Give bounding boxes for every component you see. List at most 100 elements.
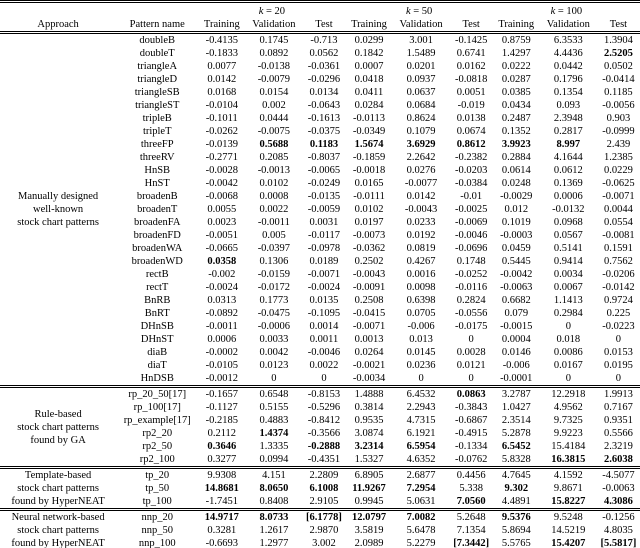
value-cell: -0.2382 (454, 152, 488, 163)
pattern-name-cell: broadenWA (132, 243, 183, 254)
value-cell: 0.018 (556, 334, 581, 345)
value-cell: 0.5566 (603, 428, 633, 439)
col-group-header-k3: k = 100 (550, 6, 583, 17)
col-header-approach: Approach (37, 19, 79, 30)
value-cell: 5.8328 (501, 454, 531, 465)
value-cell: -0.3843 (454, 402, 488, 413)
value-cell: 0.0086 (553, 347, 583, 358)
value-cell: 0.6398 (406, 295, 436, 306)
value-cell: 0.0007 (354, 61, 384, 72)
pattern-name-cell: nnp_100 (138, 538, 176, 548)
value-cell: -0.0079 (257, 74, 291, 85)
value-cell: [6.1778] (306, 512, 342, 523)
value-cell: 3.9923 (501, 139, 531, 150)
pattern-name-cell: doubleB (139, 35, 176, 46)
value-cell: 2.3514 (501, 415, 531, 426)
value-cell: 0.012 (504, 204, 529, 215)
value-cell: 0.0142 (406, 191, 436, 202)
col-group-header-k1: k = 20 (258, 6, 286, 17)
value-cell: 0.1745 (259, 35, 289, 46)
value-cell: -0.0362 (352, 243, 386, 254)
value-cell: 9.302 (504, 483, 529, 494)
value-cell: -0.0384 (454, 178, 488, 189)
value-cell: 0.0385 (501, 87, 531, 98)
approach-cell: Template-based stock chart patterns found … (11, 470, 105, 507)
k-variable: k (550, 6, 556, 17)
value-cell: -0.0142 (602, 282, 635, 293)
value-cell: 2.5205 (603, 48, 633, 59)
value-cell: 2.2943 (406, 402, 436, 413)
value-cell: 0.9945 (354, 496, 384, 507)
value-cell: -0.0065 (307, 165, 341, 176)
value-cell: 0.1796 (553, 74, 583, 85)
value-cell: 6.4532 (406, 389, 436, 400)
pattern-name-cell: HnDSB (140, 373, 174, 384)
value-cell: 0.0004 (501, 334, 531, 345)
value-cell: -0.01 (460, 191, 483, 202)
value-cell: -0.1425 (454, 35, 488, 46)
col-header-pattern-name: Pattern name (129, 19, 185, 30)
value-cell: 0.0138 (456, 113, 486, 124)
value-cell: 0.0863 (456, 389, 486, 400)
value-cell: 0.0013 (354, 334, 384, 345)
value-cell: -0.0024 (307, 282, 341, 293)
value-cell: 1.2617 (259, 525, 289, 536)
value-cell: 6.8905 (354, 470, 384, 481)
pattern-name-cell: rp2_100 (139, 454, 175, 465)
value-cell: 0.0459 (501, 243, 531, 254)
value-cell: 0.0055 (207, 204, 237, 215)
value-cell: 2.9870 (309, 525, 339, 536)
value-cell: 0.6548 (259, 389, 289, 400)
value-cell: 3.2787 (501, 389, 531, 400)
value-cell: -0.0046 (307, 347, 341, 358)
value-cell: 5.0631 (406, 496, 436, 507)
value-cell: 0.5688 (259, 139, 289, 150)
pattern-name-cell: HnSB (144, 165, 171, 176)
value-cell: 6.1921 (406, 428, 436, 439)
value-cell: 0.0014 (309, 321, 339, 332)
value-cell: 0.002 (262, 100, 286, 111)
value-cell: -0.0059 (307, 204, 341, 215)
value-cell: 0.0358 (207, 256, 237, 267)
value-cell: -0.0105 (205, 360, 238, 371)
pattern-name-cell: broadenT (137, 204, 178, 215)
pattern-name-cell: rp2_50 (142, 441, 173, 452)
value-cell: 4.4436 (553, 48, 583, 59)
value-cell: 15.4184 (551, 441, 586, 452)
value-cell: -0.1657 (205, 389, 238, 400)
value-cell: 0.4267 (406, 256, 436, 267)
pattern-name-cell: rp2_20 (142, 428, 173, 439)
value-cell: -0.6693 (205, 538, 238, 548)
value-cell: 0.0008 (259, 191, 289, 202)
value-cell: 0.0299 (354, 35, 384, 46)
value-cell: 0.2487 (501, 113, 531, 124)
value-cell: 0.2112 (207, 428, 237, 439)
value-cell: 6.3533 (553, 35, 583, 46)
table-header: Approach Pattern name k = 20 k = 50 k = 100 T… (0, 2, 640, 33)
pattern-name-cell: threeFP (140, 139, 174, 150)
value-cell: -0.0051 (205, 230, 238, 241)
value-cell: 14.9717 (204, 512, 239, 523)
value-cell: 0.0236 (406, 360, 436, 371)
value-cell: -0.0013 (257, 165, 291, 176)
value-cell: -0.0071 (602, 191, 635, 202)
section-2: Rule-based stock chart patterns found by G… (0, 386, 640, 468)
pattern-name-cell: broadenWD (131, 256, 183, 267)
value-cell: -0.0075 (257, 126, 291, 137)
table-row: DHnSB -0.0011 -0.0006 0.0014 -0.0071 -0.006 -0… (0, 320, 640, 333)
value-cell: 0.3646 (207, 441, 237, 452)
value-cell: 0.0102 (354, 204, 384, 215)
value-cell: [7.3442] (453, 538, 490, 548)
value-cell: -0.0132 (552, 204, 585, 215)
value-cell: 0.2817 (553, 126, 583, 137)
col-header-training-k2: Training (351, 19, 387, 30)
value-cell: 0.7167 (603, 402, 633, 413)
value-cell: 0.1185 (604, 87, 633, 98)
value-cell: -0.0024 (205, 282, 238, 293)
value-cell: -0.3566 (307, 428, 341, 439)
value-cell: 0.0167 (553, 360, 583, 371)
value-cell: 0 (418, 373, 424, 384)
value-cell: -0.1613 (307, 113, 341, 124)
value-cell: 0.4456 (456, 470, 486, 481)
